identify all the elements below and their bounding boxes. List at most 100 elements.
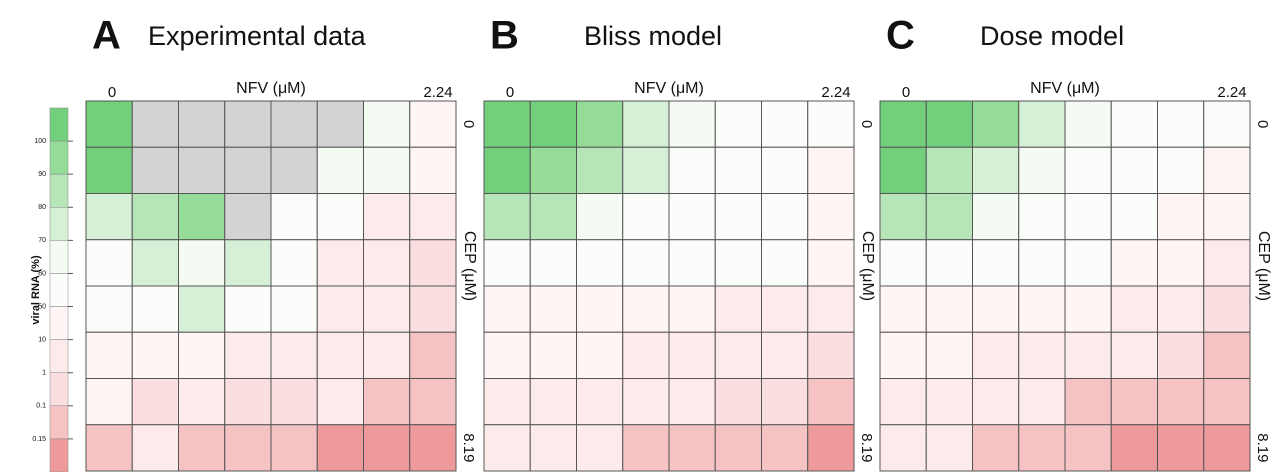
heatmap-cell <box>363 100 411 148</box>
heatmap-cell <box>178 193 226 241</box>
heatmap-cell <box>1203 193 1251 241</box>
heatmap-cell <box>131 424 179 472</box>
heatmap-cell <box>761 193 809 241</box>
colorbar-segment <box>49 240 69 274</box>
heatmap-cell <box>879 285 927 333</box>
heatmap-cell <box>668 146 716 194</box>
colorbar-segment <box>49 107 69 142</box>
heatmap-cell <box>1018 378 1066 426</box>
heatmap-cell <box>622 239 670 287</box>
heatmap-cell <box>131 285 179 333</box>
heatmap-cell <box>316 239 364 287</box>
heatmap-cell <box>1157 424 1205 472</box>
heatmap-cell <box>1157 331 1205 379</box>
heatmap-cell <box>85 424 133 472</box>
heatmap-cell <box>714 193 762 241</box>
heatmap-cell <box>1157 100 1205 148</box>
heatmap-cell <box>668 193 716 241</box>
heatmap-cell <box>622 285 670 333</box>
y-tick-label: 8.19 <box>460 433 477 462</box>
heatmap-cell <box>714 331 762 379</box>
x-axis-label: NFV (μM) <box>236 80 306 97</box>
heatmap-cell <box>1018 285 1066 333</box>
heatmap-cell <box>925 331 973 379</box>
heatmap-cell <box>409 331 457 379</box>
colorbar-tick-label: 90 <box>38 171 46 178</box>
heatmap-cell <box>576 285 624 333</box>
heatmap-cell <box>224 146 272 194</box>
heatmap-cell <box>529 100 577 148</box>
panel-letter: A <box>92 14 121 58</box>
y-tick-label: 8.19 <box>1254 433 1271 462</box>
heatmap-cell <box>1203 285 1251 333</box>
heatmap-cell <box>972 193 1020 241</box>
panel-title: Dose model <box>980 21 1124 51</box>
heatmap-cell <box>483 100 531 148</box>
colorbar-tick-label: 50 <box>38 303 46 310</box>
heatmap-cell <box>270 424 318 472</box>
heatmap-cell <box>972 378 1020 426</box>
heatmap-cell <box>714 285 762 333</box>
colorbar-title: viral RNA (%) <box>30 255 42 325</box>
heatmap-cell <box>224 193 272 241</box>
heatmap-cell <box>925 100 973 148</box>
colorbar-tick-label: 10 <box>38 336 46 343</box>
heatmap-cell <box>529 331 577 379</box>
colorbar-segment <box>49 140 69 175</box>
heatmap-cell <box>178 146 226 194</box>
heatmap-cell <box>483 331 531 379</box>
heatmap-cell <box>1064 331 1112 379</box>
heatmap-cell <box>178 424 226 472</box>
heatmap-cell <box>270 331 318 379</box>
panel-letter: C <box>886 14 915 58</box>
heatmap-cell <box>622 193 670 241</box>
heatmap-cell <box>972 146 1020 194</box>
heatmap-cell <box>761 424 809 472</box>
heatmap-cell <box>409 285 457 333</box>
heatmap-cell <box>714 100 762 148</box>
heatmap-cell <box>270 193 318 241</box>
heatmap-cell <box>316 378 364 426</box>
heatmap-cell <box>807 378 855 426</box>
x-tick-label: 2.24 <box>423 84 452 101</box>
heatmap-cell <box>1064 424 1112 472</box>
heatmap-cell <box>409 193 457 241</box>
colorbar-tick-label: 100 <box>34 138 46 145</box>
colorbar-segment <box>49 405 69 440</box>
heatmap-cell <box>761 100 809 148</box>
x-axis-label: NFV (μM) <box>634 80 704 97</box>
heatmap-cell <box>1110 146 1158 194</box>
heatmap-cell <box>363 331 411 379</box>
heatmap-cell <box>483 239 531 287</box>
heatmap-cell <box>178 100 226 148</box>
heatmap-cell <box>668 331 716 379</box>
heatmap-cell <box>1018 239 1066 287</box>
heatmap-cell <box>925 285 973 333</box>
heatmap-cell <box>668 285 716 333</box>
heatmap-cell <box>316 285 364 333</box>
heatmap-cell <box>224 378 272 426</box>
heatmap-cell <box>576 424 624 472</box>
heatmap-cell <box>1064 378 1112 426</box>
heatmap-cell <box>1018 100 1066 148</box>
y-axis-label: CEP (μM) <box>1255 231 1272 301</box>
heatmap-cell <box>316 331 364 379</box>
heatmap-cell <box>576 378 624 426</box>
heatmap-cell <box>224 424 272 472</box>
heatmap-cell <box>483 424 531 472</box>
colorbar-segment <box>49 372 69 407</box>
heatmap-cell <box>131 146 179 194</box>
heatmap-cell <box>131 193 179 241</box>
heatmap-cell <box>316 100 364 148</box>
heatmap-cell <box>925 378 973 426</box>
colorbar-segment <box>49 339 69 373</box>
heatmap-cell <box>879 239 927 287</box>
colorbar-tick-label: 0.15 <box>32 436 46 443</box>
colorbar-segment <box>49 306 69 340</box>
panel-title: Experimental data <box>148 21 367 51</box>
heatmap-cell <box>363 239 411 287</box>
heatmap-cell <box>668 378 716 426</box>
y-tick-label: 0 <box>1254 120 1271 128</box>
heatmap-cell <box>85 193 133 241</box>
